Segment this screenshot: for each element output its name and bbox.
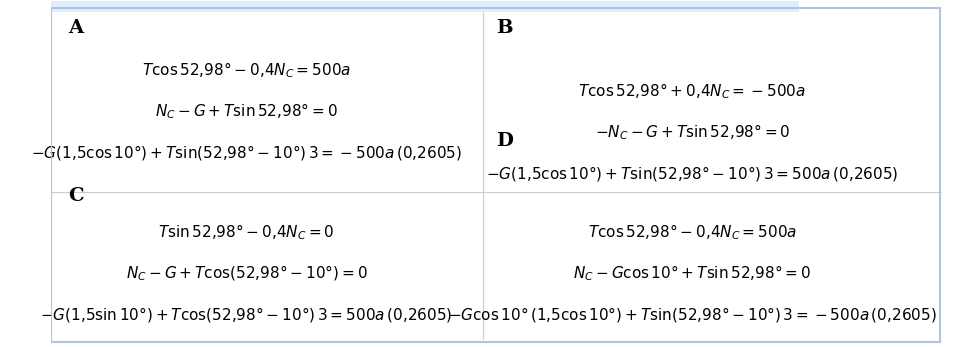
Text: C: C	[68, 187, 84, 205]
Text: $-G(1{,}5\cos10\degree) + T\sin(52{,}98\degree - 10\degree)\,3 = 500a\,(0{,}2605: $-G(1{,}5\cos10\degree) + T\sin(52{,}98\…	[486, 164, 899, 183]
Text: B: B	[496, 19, 513, 36]
Text: $T\cos52{,}98\degree - 0{,}4N_C = 500a$: $T\cos52{,}98\degree - 0{,}4N_C = 500a$	[142, 60, 351, 80]
FancyBboxPatch shape	[51, 0, 799, 12]
Text: D: D	[496, 132, 513, 150]
Text: $T\cos52{,}98\degree - 0{,}4N_C = 500a$: $T\cos52{,}98\degree - 0{,}4N_C = 500a$	[588, 222, 797, 242]
Text: $N_C - G\cos10\degree + T\sin52{,}98\degree = 0$: $N_C - G\cos10\degree + T\sin52{,}98\deg…	[573, 263, 811, 283]
Text: $T\sin52{,}98\degree - 0{,}4N_C = 0$: $T\sin52{,}98\degree - 0{,}4N_C = 0$	[158, 222, 335, 242]
Text: $-G(1{,}5\sin10\degree) + T\cos(52{,}98\degree - 10\degree)\,3 = 500a\,(0{,}2605: $-G(1{,}5\sin10\degree) + T\cos(52{,}98\…	[40, 305, 453, 324]
Text: $-G\cos10\degree\,(1{,}5\cos10\degree) + T\sin(52{,}98\degree - 10\degree)\,3 = : $-G\cos10\degree\,(1{,}5\cos10\degree) +…	[448, 305, 937, 324]
Text: $-G(1{,}5\cos10\degree) + T\sin(52{,}98\degree - 10\degree)\,3 = -500a\,(0{,}260: $-G(1{,}5\cos10\degree) + T\sin(52{,}98\…	[31, 143, 463, 162]
Text: $T\cos52{,}98\degree + 0{,}4N_C = -500a$: $T\cos52{,}98\degree + 0{,}4N_C = -500a$	[579, 81, 806, 101]
Text: $N_C - G + T\cos(52{,}98\degree - 10\degree) = 0$: $N_C - G + T\cos(52{,}98\degree - 10\deg…	[126, 264, 368, 283]
Text: A: A	[68, 19, 84, 36]
Text: $N_C - G + T\sin52{,}98\degree = 0$: $N_C - G + T\sin52{,}98\degree = 0$	[155, 102, 338, 121]
Text: $-N_C - G + T\sin52{,}98\degree = 0$: $-N_C - G + T\sin52{,}98\degree = 0$	[594, 122, 791, 142]
